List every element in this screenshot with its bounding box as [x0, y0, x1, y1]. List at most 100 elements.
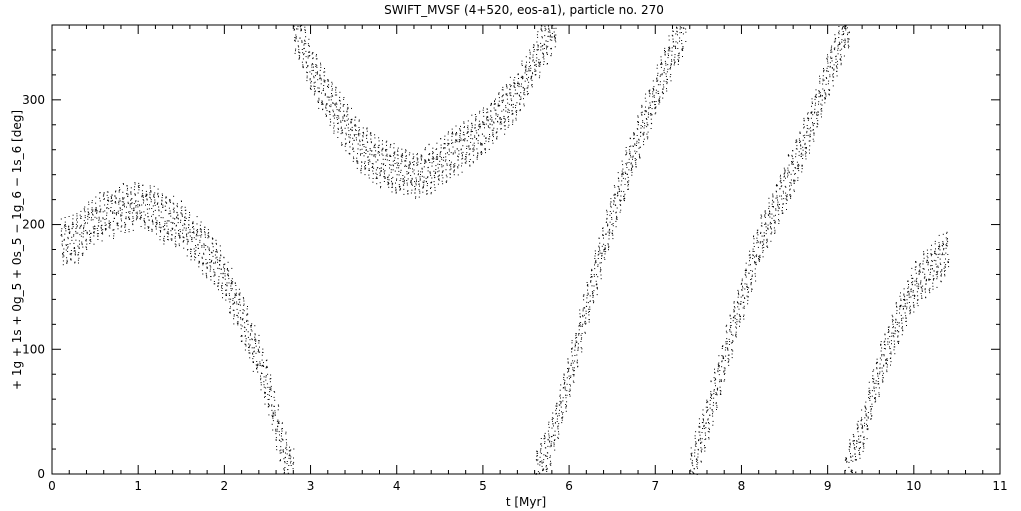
data-point — [142, 193, 144, 195]
data-point — [617, 191, 619, 193]
data-point — [392, 160, 394, 162]
data-point — [763, 235, 765, 237]
data-point — [63, 248, 65, 250]
data-point — [459, 135, 461, 136]
data-point — [161, 200, 163, 202]
data-point — [697, 449, 699, 451]
data-point — [351, 129, 353, 131]
data-point — [266, 366, 268, 368]
data-point — [80, 210, 82, 212]
data-point — [346, 124, 347, 126]
data-point — [306, 75, 308, 77]
data-point — [827, 65, 829, 67]
data-point — [359, 133, 361, 135]
data-point — [475, 117, 477, 119]
data-point — [407, 190, 409, 192]
data-point — [762, 245, 764, 247]
data-point — [774, 222, 775, 224]
data-point — [527, 94, 529, 96]
data-point — [445, 159, 447, 161]
data-point — [414, 188, 416, 190]
data-point — [791, 162, 793, 164]
data-point — [493, 103, 495, 105]
data-point — [524, 94, 526, 96]
data-point — [825, 95, 827, 97]
data-point — [598, 246, 600, 248]
data-point — [220, 250, 221, 252]
data-point — [716, 406, 718, 408]
data-point — [377, 151, 379, 152]
data-point — [549, 441, 551, 443]
data-point — [206, 266, 208, 268]
data-point — [561, 417, 563, 419]
data-point — [823, 69, 825, 71]
data-point — [734, 315, 736, 316]
data-point — [539, 75, 541, 77]
data-point — [286, 463, 288, 465]
data-point — [96, 233, 98, 235]
data-point — [227, 269, 229, 271]
data-point — [697, 462, 699, 464]
data-point — [139, 205, 141, 207]
data-point — [354, 124, 356, 126]
data-point — [515, 119, 517, 121]
data-point — [431, 162, 433, 164]
data-point — [420, 154, 422, 156]
data-point — [331, 94, 333, 96]
data-point — [696, 458, 698, 460]
data-point — [81, 232, 83, 234]
data-point — [90, 233, 92, 234]
data-point — [207, 235, 209, 236]
data-point — [751, 290, 752, 292]
data-point — [194, 256, 195, 258]
data-point — [792, 163, 794, 165]
data-point — [339, 96, 341, 98]
data-point — [62, 253, 64, 255]
data-point — [144, 214, 146, 216]
data-point — [551, 441, 553, 443]
data-point — [61, 234, 63, 235]
data-point — [856, 441, 858, 443]
data-point — [495, 112, 497, 114]
data-point — [443, 156, 445, 158]
data-point — [830, 51, 832, 53]
data-point — [451, 133, 453, 135]
data-point — [800, 148, 802, 150]
data-point — [134, 193, 136, 195]
data-point — [178, 245, 180, 247]
data-point — [358, 119, 360, 121]
data-point — [335, 87, 337, 89]
data-point — [553, 31, 555, 33]
data-point — [323, 79, 325, 81]
data-point — [740, 316, 741, 318]
data-point — [200, 221, 202, 223]
data-point — [544, 443, 546, 444]
data-point — [158, 226, 160, 228]
data-point — [760, 214, 762, 216]
data-point — [229, 294, 230, 296]
data-point — [324, 81, 326, 83]
data-point — [386, 149, 388, 151]
data-point — [843, 32, 845, 34]
data-point — [383, 168, 384, 170]
data-point — [457, 159, 459, 161]
data-point — [237, 321, 239, 322]
data-point — [563, 383, 565, 385]
data-point — [124, 226, 126, 228]
data-point — [642, 120, 644, 122]
data-point — [812, 125, 814, 127]
data-point — [391, 180, 392, 182]
data-point — [539, 71, 541, 73]
data-point — [319, 75, 321, 77]
data-point — [444, 143, 446, 145]
data-point — [641, 104, 643, 106]
data-point — [622, 164, 624, 166]
data-point — [669, 76, 671, 78]
data-point — [576, 359, 578, 361]
data-point — [404, 176, 406, 178]
data-point — [388, 160, 390, 161]
data-point — [106, 207, 108, 209]
data-point — [546, 52, 548, 54]
data-point — [271, 404, 273, 406]
data-point — [392, 183, 394, 185]
